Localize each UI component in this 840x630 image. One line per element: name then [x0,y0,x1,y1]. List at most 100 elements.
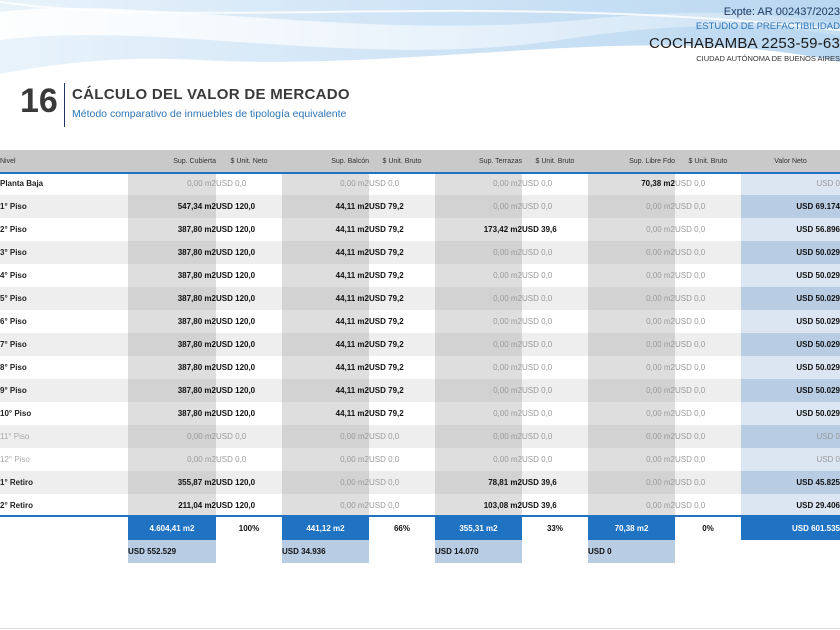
unit-bruto-libre-cell: USD 0,0 [675,471,741,494]
sup-terrazas-cell: 0,00 m2 [435,195,522,218]
unit-neto-cell: USD 120,0 [216,356,282,379]
valor-neto-cell: USD 45.825 [741,471,840,494]
unit-bruto-libre-cell: USD 0,0 [675,379,741,402]
property-address: COCHABAMBA 2253-59-63 [649,35,840,52]
unit-neto-cell: USD 120,0 [216,333,282,356]
sup-balcon-cell: 0,00 m2 [282,448,369,471]
totals-row: 4.604,41 m2 100% 441,12 m2 66% 355,31 m2… [0,517,840,540]
sup-terrazas-cell: 0,00 m2 [435,310,522,333]
unit-bruto-libre-cell: USD 0,0 [675,287,741,310]
level-cell: 12° Piso [0,448,128,471]
unit-bruto-libre-cell: USD 0,0 [675,218,741,241]
unit-neto-cell: USD 120,0 [216,402,282,425]
sup-libre-cell: 0,00 m2 [588,425,675,448]
valor-neto-cell: USD 56.896 [741,218,840,241]
total-sup-libre: 70,38 m2 [588,517,675,540]
valor-neto-cell: USD 50.029 [741,287,840,310]
level-cell: 7° Piso [0,333,128,356]
table-row: 8° Piso 387,80 m2 USD 120,0 44,11 m2 USD 79,… [0,356,840,379]
sup-cubierta-cell: 547,34 m2 [128,195,216,218]
usd-totals-row: USD 552.529 USD 34.936 USD 14.070 USD 0 [0,540,840,563]
unit-bruto-terrazas-cell: USD 0,0 [522,241,588,264]
unit-bruto-balcon-cell: USD 79,2 [369,402,435,425]
valor-neto-cell: USD 50.029 [741,241,840,264]
column-header: Sup. Cubierta [128,150,216,172]
sup-terrazas-cell: 0,00 m2 [435,172,522,195]
unit-bruto-terrazas-cell: USD 39,6 [522,218,588,241]
sup-libre-cell: 0,00 m2 [588,218,675,241]
unit-bruto-balcon-cell: USD 79,2 [369,264,435,287]
unit-bruto-balcon-cell: USD 0,0 [369,471,435,494]
total-sup-terrazas: 355,31 m2 [435,517,522,540]
unit-neto-cell: USD 120,0 [216,241,282,264]
unit-neto-cell: USD 120,0 [216,264,282,287]
header-banner [0,0,840,80]
valor-neto-cell: USD 29.406 [741,494,840,517]
level-cell: 8° Piso [0,356,128,379]
unit-bruto-balcon-cell: USD 79,2 [369,195,435,218]
sup-cubierta-cell: 0,00 m2 [128,425,216,448]
sup-balcon-cell: 44,11 m2 [282,310,369,333]
level-cell: 9° Piso [0,379,128,402]
sup-libre-cell: 0,00 m2 [588,402,675,425]
sup-cubierta-cell: 211,04 m2 [128,494,216,517]
section-divider [64,83,65,127]
valor-neto-cell: USD 0 [741,172,840,195]
sup-libre-cell: 0,00 m2 [588,333,675,356]
valor-neto-cell: USD 50.029 [741,356,840,379]
unit-neto-cell: USD 120,0 [216,310,282,333]
level-cell: 1° Retiro [0,471,128,494]
sup-cubierta-cell: 0,00 m2 [128,172,216,195]
column-header: Sup. Terrazas [435,150,522,172]
unit-bruto-terrazas-cell: USD 0,0 [522,264,588,287]
sup-libre-cell: 0,00 m2 [588,356,675,379]
expediente-number: Expte: AR 002437/2023 [723,6,840,18]
unit-neto-cell: USD 120,0 [216,287,282,310]
level-cell: 11° Piso [0,425,128,448]
sup-cubierta-cell: 355,87 m2 [128,471,216,494]
level-cell: 10° Piso [0,402,128,425]
banner-wave-graphic [0,0,840,74]
usd-sup-terrazas: USD 14.070 [435,540,522,563]
table-row: Planta Baja 0,00 m2 USD 0,0 0,00 m2 USD 0,0 0… [0,172,840,195]
valor-neto-cell: USD 50.029 [741,333,840,356]
valor-neto-cell: USD 50.029 [741,264,840,287]
unit-bruto-balcon-cell: USD 79,2 [369,333,435,356]
unit-bruto-terrazas-cell: USD 39,6 [522,471,588,494]
sup-terrazas-cell: 0,00 m2 [435,379,522,402]
unit-neto-cell: USD 0,0 [216,172,282,195]
column-header: $ Unit. Bruto [522,150,588,172]
table-header-row: Nivel Sup. Cubierta $ Unit. Neto Sup. Ba… [0,150,840,172]
unit-bruto-balcon-cell: USD 79,2 [369,218,435,241]
total-valor-neto: USD 601.535 [741,517,840,540]
sup-cubierta-cell: 387,80 m2 [128,310,216,333]
unit-bruto-libre-cell: USD 0,0 [675,195,741,218]
sup-balcon-cell: 44,11 m2 [282,402,369,425]
sup-balcon-cell: 44,11 m2 [282,218,369,241]
sup-terrazas-cell: 0,00 m2 [435,333,522,356]
unit-bruto-libre-cell: USD 0,0 [675,241,741,264]
sup-libre-cell: 0,00 m2 [588,264,675,287]
sup-terrazas-cell: 0,00 m2 [435,356,522,379]
sup-libre-cell: 0,00 m2 [588,310,675,333]
sup-balcon-cell: 44,11 m2 [282,379,369,402]
unit-bruto-libre-cell: USD 0,0 [675,333,741,356]
unit-bruto-terrazas-cell: USD 0,0 [522,448,588,471]
column-header: Valor Neto [741,150,840,172]
section-subtitle: Método comparativo de inmuebles de tipol… [72,108,347,120]
unit-bruto-balcon-cell: USD 0,0 [369,448,435,471]
pct-sup-terrazas: 33% [522,517,588,540]
unit-bruto-terrazas-cell: USD 0,0 [522,379,588,402]
sup-libre-cell: 0,00 m2 [588,471,675,494]
sup-cubierta-cell: 387,80 m2 [128,333,216,356]
sup-balcon-cell: 44,11 m2 [282,287,369,310]
total-sup-cubierta: 4.604,41 m2 [128,517,216,540]
sup-terrazas-cell: 0,00 m2 [435,241,522,264]
unit-neto-cell: USD 120,0 [216,195,282,218]
table-header-rule [0,172,840,174]
sup-libre-cell: 0,00 m2 [588,241,675,264]
column-header: Sup. Libre Fdo [588,150,675,172]
pct-sup-cubierta: 100% [216,517,282,540]
unit-bruto-balcon-cell: USD 0,0 [369,425,435,448]
table-row: 6° Piso 387,80 m2 USD 120,0 44,11 m2 USD 79,… [0,310,840,333]
